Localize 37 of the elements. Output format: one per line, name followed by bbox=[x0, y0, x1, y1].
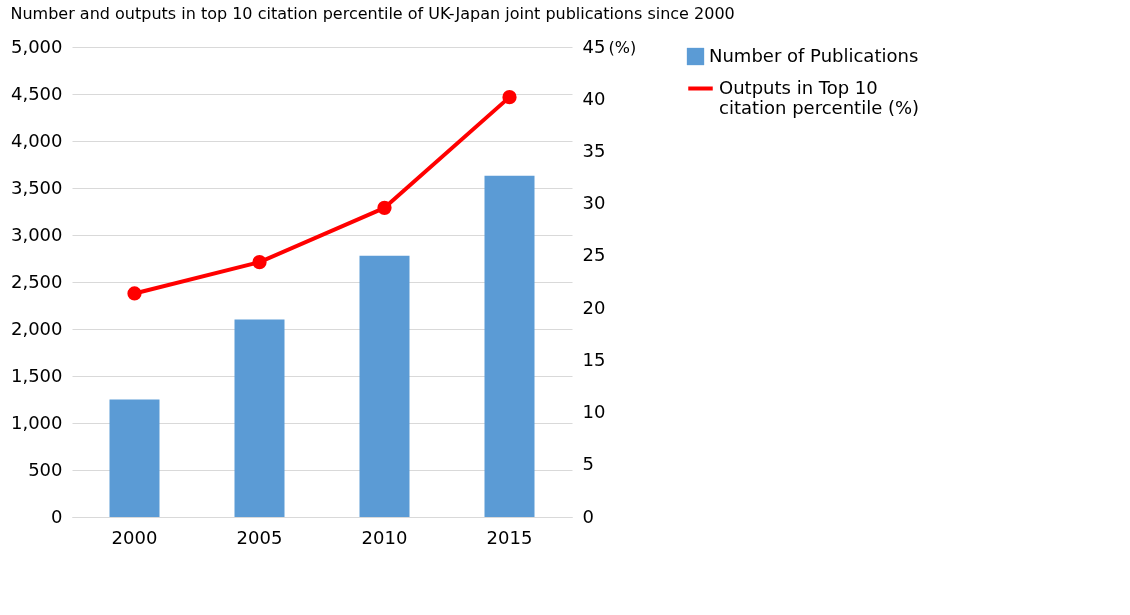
point bbox=[502, 90, 517, 105]
y-tick-label: 2,500 bbox=[10, 270, 63, 292]
y2-tick-label: 35 bbox=[582, 139, 606, 161]
point bbox=[377, 200, 392, 215]
chart-title: Number and outputs in top 10 citation percentile of UK-Japan joint publications since 2000 bbox=[10, 4, 735, 23]
y2-tick-label: 40 bbox=[582, 87, 606, 109]
point bbox=[252, 255, 267, 270]
y2-tick-label: 30 bbox=[582, 192, 606, 214]
y2-tick-label: 20 bbox=[582, 296, 606, 318]
y-tick-label: 4,500 bbox=[10, 82, 63, 104]
y-tick-label: 2,000 bbox=[10, 317, 63, 339]
y2-tick-label: 15 bbox=[582, 348, 606, 370]
y-tick-label: 3,500 bbox=[10, 176, 63, 198]
y-tick-label: 3,000 bbox=[10, 223, 63, 245]
y-tick-label: 4,000 bbox=[10, 129, 63, 151]
y2-tick-label: 0 bbox=[582, 505, 594, 527]
x-tick-label: 2015 bbox=[486, 526, 533, 548]
bar bbox=[359, 255, 410, 517]
x-tick-label: 2000 bbox=[111, 526, 158, 548]
bar bbox=[109, 399, 160, 517]
y-tick-label: 1,000 bbox=[10, 411, 63, 433]
x-tick-label: 2005 bbox=[236, 526, 283, 548]
y-tick-label: 0 bbox=[51, 505, 63, 527]
y2-tick-label: 45 bbox=[582, 35, 606, 57]
x-tick-label: 2010 bbox=[361, 526, 408, 548]
y2-axis-title: (%) bbox=[608, 37, 637, 57]
y2-tick-label: 5 bbox=[582, 453, 594, 475]
y2-tick-label: 25 bbox=[582, 244, 606, 266]
bar bbox=[484, 175, 535, 517]
legend-label: Outputs in Top 10 citation percentile (%) bbox=[719, 76, 920, 118]
y-tick-label: 500 bbox=[28, 458, 63, 480]
y2-tick-label: 10 bbox=[582, 401, 606, 423]
legend-label: Number of Publications bbox=[709, 44, 919, 66]
bar bbox=[234, 319, 285, 517]
y-tick-label: 5,000 bbox=[10, 35, 63, 57]
point bbox=[127, 286, 142, 301]
y-tick-label: 1,500 bbox=[10, 364, 63, 386]
